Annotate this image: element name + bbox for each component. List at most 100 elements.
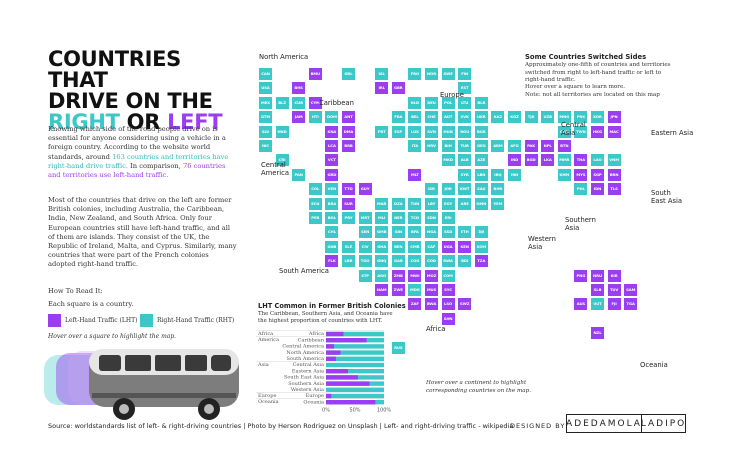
- country-tile-sur[interactable]: SUR: [342, 197, 355, 210]
- country-tile-sdn[interactable]: SDN: [425, 212, 438, 224]
- country-tile-kwt[interactable]: KWT: [458, 183, 472, 196]
- country-tile-uzb[interactable]: UZB: [541, 111, 555, 124]
- country-tile-geo[interactable]: GEO: [474, 140, 488, 152]
- country-tile-ita[interactable]: ITA: [408, 140, 422, 152]
- country-tile-pan[interactable]: PAN: [292, 168, 306, 181]
- country-tile-idn[interactable]: IDN: [591, 183, 604, 196]
- country-tile-ecu[interactable]: ECU: [308, 197, 322, 210]
- country-tile-bhs[interactable]: BHS: [292, 82, 306, 95]
- country-tile-svk[interactable]: SVK: [458, 111, 472, 124]
- country-tile-mwi[interactable]: MWI: [408, 269, 422, 282]
- country-tile-mex[interactable]: MEX: [259, 96, 272, 109]
- country-tile-ken[interactable]: KEN: [458, 240, 472, 253]
- continent-central-asia[interactable]: Central Asia: [561, 121, 586, 137]
- country-tile-mdg[interactable]: MDG: [408, 284, 422, 296]
- country-tile-blr[interactable]: BLR: [474, 96, 488, 109]
- country-tile-gtm[interactable]: GTM: [259, 111, 272, 124]
- country-tile-mmr[interactable]: MMR: [557, 154, 571, 167]
- country-tile-sgp[interactable]: SGP: [591, 168, 604, 181]
- country-tile-gab[interactable]: GAB: [391, 255, 405, 268]
- country-tile-isr[interactable]: ISR: [425, 183, 438, 196]
- country-tile-per[interactable]: PER: [308, 212, 322, 224]
- country-tile-tjk[interactable]: TJK: [524, 111, 538, 124]
- continent-europe[interactable]: Europe: [440, 91, 464, 99]
- country-tile-tha[interactable]: THA: [574, 154, 588, 167]
- country-tile-dom[interactable]: DOM: [325, 111, 339, 124]
- legend-lht-swatch[interactable]: [48, 314, 61, 327]
- country-tile-kor[interactable]: KOR: [591, 111, 604, 124]
- country-tile-cog[interactable]: COG: [408, 255, 422, 268]
- country-tile-chl[interactable]: CHL: [325, 226, 339, 239]
- country-tile-lca[interactable]: LCA: [325, 140, 339, 152]
- country-tile-ind[interactable]: IND: [508, 154, 521, 167]
- country-tile-syr[interactable]: SYR: [458, 168, 472, 181]
- country-tile-nam[interactable]: NAM: [375, 284, 389, 296]
- country-tile-mli[interactable]: MLI: [375, 212, 389, 224]
- country-tile-vct[interactable]: VCT: [325, 154, 339, 167]
- country-tile-ago[interactable]: AGO: [375, 269, 389, 282]
- country-tile-mkd[interactable]: MKD: [441, 154, 455, 167]
- country-tile-kaz[interactable]: KAZ: [491, 111, 505, 124]
- country-tile-tga[interactable]: TGA: [624, 298, 638, 311]
- country-tile-bdi[interactable]: BDI: [458, 255, 472, 268]
- country-tile-gha[interactable]: GHA: [375, 240, 389, 253]
- country-tile-bih[interactable]: BIH: [441, 140, 455, 152]
- country-tile-mac[interactable]: MAC: [607, 125, 621, 138]
- country-tile-kgz[interactable]: KGZ: [508, 111, 521, 124]
- country-tile-hrv[interactable]: HRV: [425, 140, 438, 152]
- country-tile-isl[interactable]: ISL: [375, 68, 389, 80]
- continent-central-america[interactable]: Central America: [261, 161, 290, 177]
- country-tile-stp[interactable]: STP: [358, 269, 372, 282]
- country-tile-nru[interactable]: NRU: [591, 269, 604, 282]
- country-tile-blz[interactable]: BLZ: [275, 96, 289, 109]
- country-tile-irq[interactable]: IRQ: [491, 168, 505, 181]
- country-tile-afg[interactable]: AFG: [508, 140, 521, 152]
- country-tile-sle[interactable]: SLE: [342, 240, 355, 253]
- country-tile-rou[interactable]: ROU: [458, 125, 472, 138]
- country-tile-mar[interactable]: MAR: [375, 197, 389, 210]
- country-tile-lbn[interactable]: LBN: [474, 168, 488, 181]
- country-tile-com[interactable]: COM: [441, 269, 455, 282]
- country-tile-est[interactable]: EST: [458, 82, 472, 95]
- country-tile-zwe[interactable]: ZWE: [391, 284, 405, 296]
- country-tile-grl[interactable]: GRL: [342, 68, 355, 80]
- country-tile-bwa[interactable]: BWA: [425, 298, 438, 311]
- country-tile-dza[interactable]: DZA: [391, 197, 405, 210]
- country-tile-ltu[interactable]: LTU: [458, 96, 472, 109]
- country-tile-chn[interactable]: CHN: [557, 125, 571, 138]
- country-tile-col[interactable]: COL: [308, 183, 322, 196]
- country-tile-slv[interactable]: SLV: [259, 125, 272, 138]
- country-tile-mus[interactable]: MUS: [425, 284, 438, 296]
- country-tile-bgd[interactable]: BGD: [524, 154, 538, 167]
- country-tile-cub[interactable]: CUB: [292, 96, 306, 109]
- country-tile-moz[interactable]: MOZ: [425, 269, 438, 282]
- country-tile-cri[interactable]: CRI: [275, 154, 289, 167]
- country-tile-guy[interactable]: GUY: [358, 183, 372, 196]
- continent-caribbean[interactable]: Caribbean: [319, 99, 354, 107]
- country-tile-grd[interactable]: GRD: [325, 168, 339, 181]
- country-tile-lso[interactable]: LSO: [441, 298, 455, 311]
- country-tile-lka[interactable]: LKA: [541, 154, 555, 167]
- country-tile-lbr[interactable]: LBR: [342, 255, 355, 268]
- country-tile-nga[interactable]: NGA: [425, 226, 438, 239]
- country-tile-tza[interactable]: TZA: [474, 255, 488, 268]
- continent-southern-asia[interactable]: Southern Asia: [565, 216, 596, 232]
- continent-western-asia[interactable]: Western Asia: [528, 235, 556, 251]
- country-tile-pry[interactable]: PRY: [342, 212, 355, 224]
- country-tile-prk[interactable]: PRK: [574, 111, 588, 124]
- country-tile-egy[interactable]: EGY: [441, 197, 455, 210]
- continent-north-america[interactable]: North America: [259, 53, 309, 61]
- legend-rht-swatch[interactable]: [140, 314, 153, 327]
- country-tile-mrt[interactable]: MRT: [358, 212, 372, 224]
- country-tile-swz[interactable]: SWZ: [458, 298, 472, 311]
- country-tile-kir[interactable]: KIR: [607, 269, 621, 282]
- country-tile-jor[interactable]: JOR: [441, 183, 455, 196]
- country-tile-hti[interactable]: HTI: [308, 111, 322, 124]
- country-tile-lao[interactable]: LAO: [591, 154, 604, 167]
- country-tile-irl[interactable]: IRL: [375, 82, 389, 95]
- country-tile-uga[interactable]: UGA: [441, 240, 455, 253]
- country-tile-aze[interactable]: AZE: [474, 154, 488, 167]
- continent-africa[interactable]: Africa: [426, 325, 446, 333]
- country-tile-bel[interactable]: BEL: [408, 111, 422, 124]
- country-tile-cod[interactable]: COD: [425, 255, 438, 268]
